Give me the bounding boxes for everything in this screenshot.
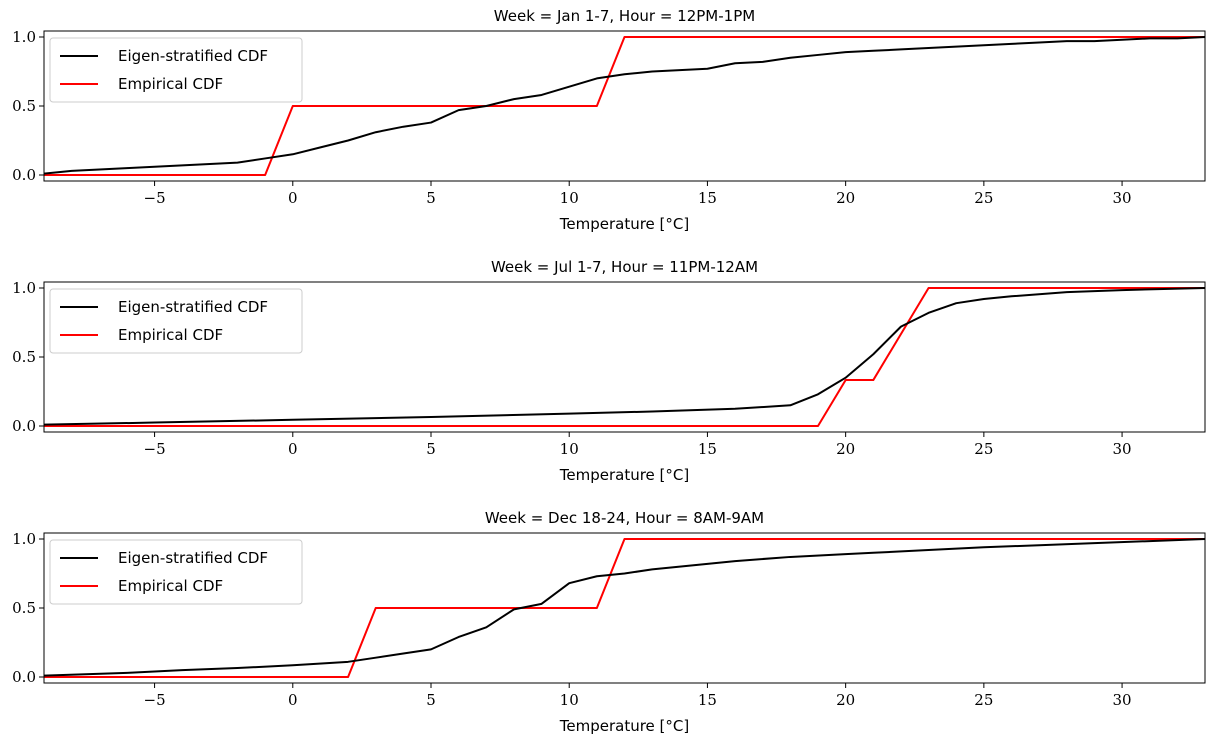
x-tick-label: 5 — [426, 691, 436, 709]
x-tick-label: 20 — [836, 691, 855, 709]
x-tick-label: 30 — [1113, 691, 1132, 709]
x-tick-label: 5 — [426, 189, 436, 207]
x-tick-label: 10 — [560, 440, 579, 458]
x-tick-label: 30 — [1113, 189, 1132, 207]
legend-label: Eigen-stratified CDF — [118, 549, 268, 567]
chart-title: Week = Jan 1-7, Hour = 12PM-1PM — [494, 7, 755, 25]
chart-panel-2: Week = Jul 1-7, Hour = 11PM-12AM −5 0 5 10 15… — [12, 258, 1206, 484]
chart-title: Week = Dec 18-24, Hour = 8AM-9AM — [485, 509, 764, 527]
legend: Eigen-stratified CDF Empirical CDF — [49, 37, 303, 103]
legend-label: Eigen-stratified CDF — [118, 298, 268, 316]
legend-label: Eigen-stratified CDF — [118, 47, 268, 65]
x-tick-label: 30 — [1113, 440, 1132, 458]
x-tick-label: 15 — [698, 440, 717, 458]
y-tick-label: 0.5 — [12, 348, 36, 366]
x-tick-label: 0 — [288, 189, 298, 207]
y-tick-label: 1.0 — [12, 28, 36, 46]
chart-panel-1: Week = Jan 1-7, Hour = 12PM-1PM −5 0 5 10 15 2… — [12, 7, 1206, 233]
series-line-eigen — [44, 36, 1205, 175]
x-axis-label: Temperature [°C] — [559, 717, 689, 735]
x-tick-label: 25 — [974, 189, 993, 207]
legend-label: Empirical CDF — [118, 326, 223, 344]
x-tick-label: −5 — [144, 691, 166, 709]
x-tick-label: 25 — [974, 691, 993, 709]
legend-box — [49, 37, 303, 103]
y-tick-label: 1.0 — [12, 279, 36, 297]
x-tick-label: 20 — [836, 189, 855, 207]
legend: Eigen-stratified CDF Empirical CDF — [49, 539, 303, 605]
y-tick-label: 1.0 — [12, 530, 36, 548]
x-tick-label: −5 — [144, 189, 166, 207]
y-tick-label: 0.0 — [12, 668, 36, 686]
x-tick-label: 0 — [288, 691, 298, 709]
y-tick-label: 0.0 — [12, 166, 36, 184]
series-line-empirical — [44, 287, 1205, 427]
legend: Eigen-stratified CDF Empirical CDF — [49, 288, 303, 354]
series-line-empirical — [44, 36, 1205, 176]
x-axis-label: Temperature [°C] — [559, 215, 689, 233]
x-tick-label: 25 — [974, 440, 993, 458]
y-tick-label: 0.0 — [12, 417, 36, 435]
x-tick-label: 15 — [698, 189, 717, 207]
chart-panel-3: Week = Dec 18-24, Hour = 8AM-9AM −5 0 5 10 15… — [12, 509, 1206, 735]
legend-box — [49, 288, 303, 354]
x-tick-label: −5 — [144, 440, 166, 458]
y-tick-label: 0.5 — [12, 97, 36, 115]
x-tick-label: 10 — [560, 189, 579, 207]
series-line-eigen — [44, 287, 1205, 426]
series-line-empirical — [44, 538, 1205, 678]
x-tick-label: 15 — [698, 691, 717, 709]
x-axis-label: Temperature [°C] — [559, 466, 689, 484]
chart-title: Week = Jul 1-7, Hour = 11PM-12AM — [491, 258, 758, 276]
series-line-eigen — [44, 538, 1205, 677]
legend-box — [49, 539, 303, 605]
y-tick-label: 0.5 — [12, 599, 36, 617]
x-tick-label: 20 — [836, 440, 855, 458]
x-tick-label: 10 — [560, 691, 579, 709]
x-tick-label: 0 — [288, 440, 298, 458]
legend-label: Empirical CDF — [118, 75, 223, 93]
x-tick-label: 5 — [426, 440, 436, 458]
legend-label: Empirical CDF — [118, 577, 223, 595]
